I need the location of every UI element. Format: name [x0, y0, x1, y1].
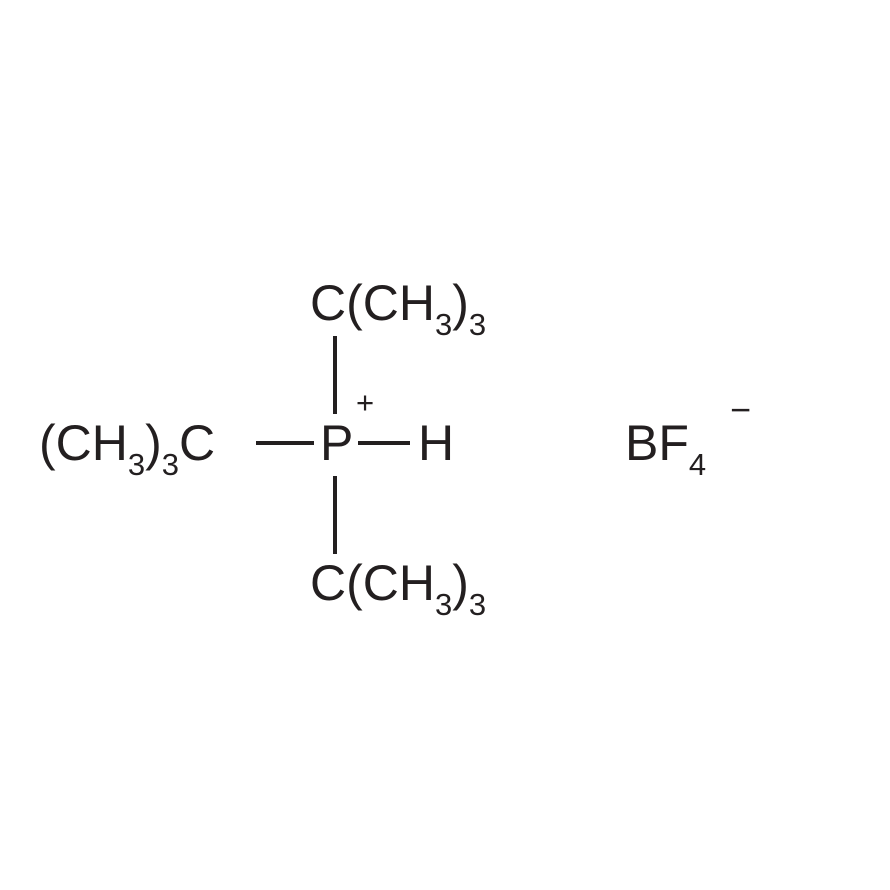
bond-left: [256, 441, 314, 445]
anion-bf4: BF4: [625, 418, 706, 476]
group-left: (CH3)3C: [39, 418, 215, 476]
group-top: C(CH3)3: [310, 278, 486, 336]
chemical-structure-diagram: C(CH3)3 (CH3)3C P H C(CH3)3 + BF4 −: [0, 0, 890, 890]
bond-right: [358, 441, 410, 445]
atom-hydrogen: H: [418, 418, 454, 468]
charge-plus: +: [356, 387, 374, 418]
atom-phosphorus: P: [320, 418, 353, 468]
charge-minus: −: [730, 392, 751, 428]
group-bottom: C(CH3)3: [310, 558, 486, 616]
bond-top: [333, 336, 337, 414]
bond-bottom: [333, 476, 337, 554]
